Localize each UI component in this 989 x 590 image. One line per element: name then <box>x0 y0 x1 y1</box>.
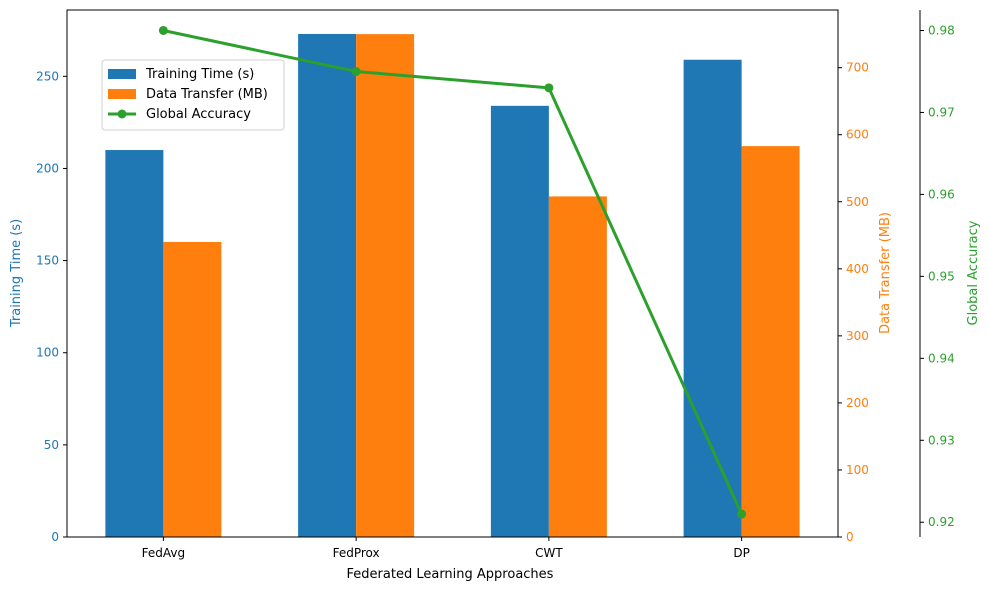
y-accuracy-tick-label: 0.98 <box>928 23 955 37</box>
legend-entry-data-transfer-swatch <box>108 89 136 99</box>
y-axis-right-label: Data Transfer (MB) <box>878 212 893 334</box>
bar-training-time-fedprox <box>298 33 357 538</box>
x-tick-label-cwt: CWT <box>535 546 563 560</box>
bar-data-transfer-dp <box>741 146 800 537</box>
legend-frame <box>101 59 285 131</box>
y-right-tick-label: 700 <box>846 61 869 75</box>
y-accuracy-tick-label: 0.96 <box>928 187 955 201</box>
plot-frame <box>66 9 839 538</box>
y-right-tick-label: 200 <box>846 396 869 410</box>
bar-data-transfer-fedavg <box>163 241 222 537</box>
y-accuracy-tick-label: 0.92 <box>928 515 955 529</box>
y-left-tick-label: 0 <box>51 530 59 544</box>
legend-entry-training-time-swatch <box>108 69 136 79</box>
legend-entry-data-transfer-label: Data Transfer (MB) <box>146 87 268 102</box>
accuracy-point-cwt <box>544 83 554 93</box>
legend-entry-accuracy-label: Global Accuracy <box>146 107 251 122</box>
y-right-tick-label: 600 <box>846 128 869 142</box>
x-tick-label-fedprox: FedProx <box>333 546 380 560</box>
y-left-tick-label: 250 <box>36 69 59 83</box>
y-left-tick-label: 200 <box>36 161 59 175</box>
y-accuracy-tick-label: 0.93 <box>928 433 955 447</box>
accuracy-point-dp <box>737 509 747 519</box>
accuracy-point-fedprox <box>351 66 361 76</box>
y-axis-accuracy-label: Global Accuracy <box>966 220 981 325</box>
y-axis-left-label: Training Time (s) <box>9 219 24 328</box>
axes-layer: FedAvg FedProx CWT DP 0 50 100 150 200 250 0 100 200… <box>36 9 955 560</box>
y-left-tick-label: 150 <box>36 254 59 268</box>
y-right-tick-label: 0 <box>846 530 854 544</box>
accuracy-line-layer <box>158 25 747 519</box>
bar-training-time-dp <box>683 59 742 538</box>
legend-entry-training-time-label: Training Time (s) <box>145 67 254 82</box>
y-right-tick-label: 400 <box>846 262 869 276</box>
x-axis-label: Federated Learning Approaches <box>347 567 554 582</box>
x-tick-label-dp: DP <box>733 546 749 560</box>
bar-training-time-fedavg <box>105 150 164 537</box>
y-accuracy-tick-label: 0.95 <box>928 269 955 283</box>
y-right-tick-label: 300 <box>846 329 869 343</box>
x-tick-label-fedavg: FedAvg <box>142 546 185 560</box>
accuracy-line <box>163 29 743 515</box>
accuracy-point-fedavg <box>158 25 168 35</box>
y-accuracy-tick-label: 0.94 <box>928 351 955 365</box>
y-right-tick-label: 500 <box>846 195 869 209</box>
bar-training-time-cwt <box>490 105 549 538</box>
bar-data-transfer-cwt <box>548 196 607 537</box>
y-left-tick-label: 100 <box>36 346 59 360</box>
legend: Training Time (s) Data Transfer (MB) Globa… <box>101 59 285 131</box>
bars-layer <box>105 33 800 538</box>
legend-entry-accuracy-marker <box>117 109 127 119</box>
bar-data-transfer-fedprox <box>356 34 415 538</box>
y-right-tick-label: 100 <box>846 463 869 477</box>
y-left-tick-label: 50 <box>44 438 59 452</box>
y-accuracy-tick-label: 0.97 <box>928 105 955 119</box>
